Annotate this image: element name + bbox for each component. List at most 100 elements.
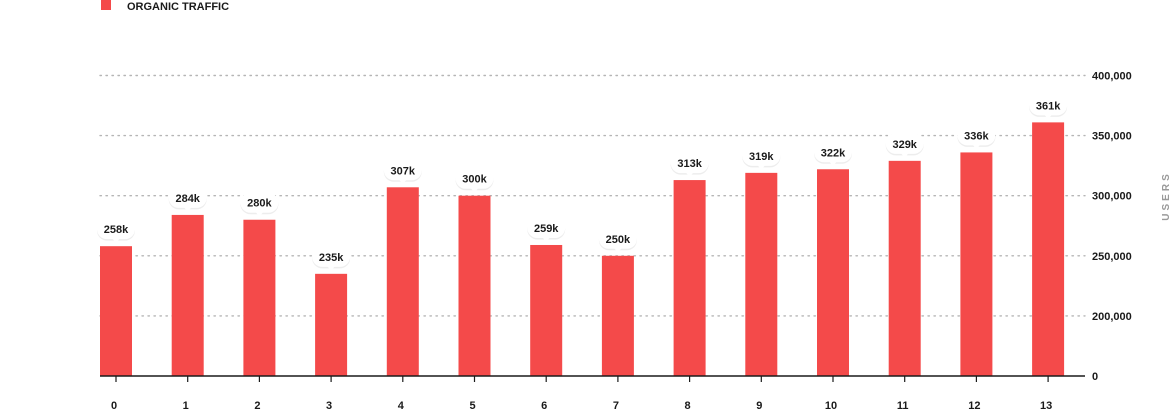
data-label-text: 336k bbox=[964, 130, 989, 142]
data-label-pointer bbox=[685, 172, 694, 178]
x-tick-label: 11 bbox=[897, 400, 909, 412]
x-tick-label: 0 bbox=[111, 400, 117, 412]
data-label-text: 319k bbox=[749, 151, 774, 163]
data-label-bubble bbox=[598, 228, 637, 249]
y-tick-label: 200,000 bbox=[1092, 311, 1132, 323]
legend: ORGANIC TRAFFIC bbox=[101, 0, 229, 13]
y-tick-label: 300,000 bbox=[1092, 191, 1132, 203]
bar bbox=[171, 214, 204, 376]
data-label: 307k bbox=[383, 160, 422, 185]
data-label-text: 361k bbox=[1036, 100, 1061, 112]
data-label-pointer bbox=[972, 144, 981, 150]
data-label: 300k bbox=[455, 168, 494, 193]
bar bbox=[530, 244, 563, 376]
data-label-bubble bbox=[1029, 95, 1068, 116]
data-label: 319k bbox=[742, 145, 781, 170]
data-label-text: 322k bbox=[821, 147, 846, 159]
data-label-pointer bbox=[829, 161, 837, 167]
x-tick-label: 9 bbox=[756, 400, 762, 412]
data-label: 313k bbox=[670, 153, 709, 178]
bar bbox=[1032, 122, 1065, 377]
data-label-bubble bbox=[168, 187, 207, 208]
y-axis-ticks: 0 200,000 250,000 300,000 350,000 400,000 bbox=[1092, 71, 1132, 384]
data-label-text: 280k bbox=[247, 198, 272, 210]
data-label-bubble bbox=[240, 192, 279, 213]
data-label-bubble bbox=[97, 219, 135, 240]
data-labels: 258k 284k 280k 235k 307k 300k 259k 250k 313k 319k… bbox=[97, 95, 1068, 271]
x-axis-ticks: 0 1 2 3 4 5 6 7 8 9 10 11 12 13 bbox=[111, 376, 1052, 412]
data-label-pointer bbox=[470, 187, 479, 193]
data-label-pointer bbox=[398, 179, 407, 185]
y-tick-label: 250,000 bbox=[1092, 251, 1132, 263]
data-label-pointer bbox=[900, 152, 909, 158]
bar bbox=[960, 152, 993, 376]
bar bbox=[100, 246, 132, 376]
data-label: 322k bbox=[814, 142, 852, 167]
data-label-pointer bbox=[255, 211, 264, 217]
x-tick-label: 6 bbox=[541, 400, 547, 412]
legend-swatch bbox=[101, 0, 111, 10]
x-tick-label: 7 bbox=[613, 400, 619, 412]
data-label-text: 259k bbox=[534, 223, 559, 235]
bar bbox=[386, 187, 419, 376]
bar bbox=[243, 219, 276, 376]
bar bbox=[817, 169, 849, 376]
x-tick-label: 12 bbox=[968, 400, 980, 412]
y-tick-label: 350,000 bbox=[1092, 131, 1132, 143]
y-tick-label: 0 bbox=[1092, 371, 1098, 383]
data-label-bubble bbox=[885, 133, 924, 154]
data-label: 259k bbox=[527, 217, 566, 242]
bar bbox=[888, 160, 921, 376]
data-label: 235k bbox=[312, 246, 351, 271]
x-tick-label: 10 bbox=[825, 400, 837, 412]
x-tick-label: 2 bbox=[254, 400, 260, 412]
data-label-text: 284k bbox=[175, 193, 200, 205]
x-tick-label: 1 bbox=[183, 400, 189, 412]
data-label-bubble bbox=[312, 246, 351, 267]
bar bbox=[458, 195, 491, 376]
data-label: 258k bbox=[97, 219, 135, 244]
bar bbox=[745, 172, 778, 376]
data-label-bubble bbox=[814, 142, 852, 163]
data-label-bubble bbox=[383, 160, 422, 181]
legend-label: ORGANIC TRAFFIC bbox=[127, 1, 229, 13]
data-label-pointer bbox=[542, 236, 551, 242]
data-label: 329k bbox=[885, 133, 924, 158]
data-label-bubble bbox=[957, 125, 996, 146]
bar bbox=[601, 255, 634, 376]
x-tick-label: 5 bbox=[469, 400, 475, 412]
data-label-bubble bbox=[670, 153, 709, 174]
data-label: 284k bbox=[168, 187, 207, 212]
y-axis-label: USERS bbox=[1161, 171, 1170, 220]
data-label-pointer bbox=[613, 247, 622, 253]
data-label: 336k bbox=[957, 125, 996, 150]
bar bbox=[315, 273, 348, 376]
data-label-pointer bbox=[112, 238, 120, 244]
data-label-pointer bbox=[183, 206, 192, 212]
data-label-pointer bbox=[757, 164, 766, 170]
data-label-text: 258k bbox=[104, 224, 129, 236]
bars bbox=[100, 122, 1065, 377]
data-label-text: 329k bbox=[892, 139, 917, 151]
x-tick-label: 8 bbox=[685, 400, 691, 412]
data-label-text: 300k bbox=[462, 174, 487, 186]
data-label: 361k bbox=[1029, 95, 1068, 120]
data-label: 250k bbox=[598, 228, 637, 253]
x-tick-label: 4 bbox=[398, 400, 405, 412]
x-tick-label: 13 bbox=[1040, 400, 1052, 412]
data-label-bubble bbox=[742, 145, 781, 166]
data-label-text: 250k bbox=[606, 234, 631, 246]
x-tick-label: 3 bbox=[326, 400, 332, 412]
data-label-pointer bbox=[327, 265, 336, 271]
data-label-pointer bbox=[1044, 114, 1053, 120]
data-label-text: 307k bbox=[391, 165, 416, 177]
data-label: 280k bbox=[240, 192, 279, 217]
bar bbox=[673, 180, 706, 376]
y-tick-label: 400,000 bbox=[1092, 71, 1132, 83]
gridlines bbox=[99, 74, 1086, 317]
data-label-text: 313k bbox=[677, 158, 702, 170]
data-label-bubble bbox=[455, 168, 494, 189]
data-label-text: 235k bbox=[319, 252, 344, 264]
data-label-bubble bbox=[527, 217, 566, 238]
